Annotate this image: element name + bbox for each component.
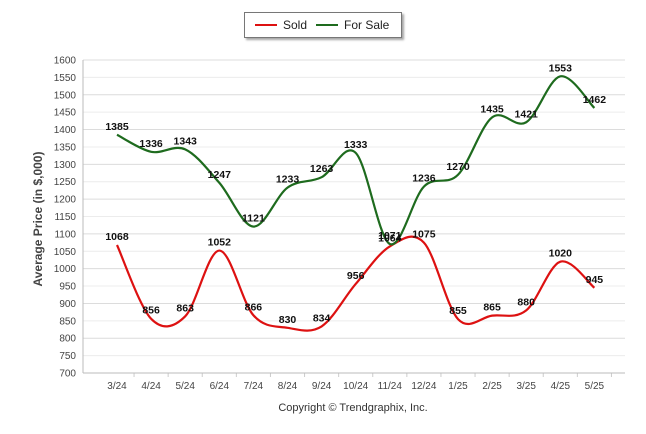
x-tick-label: 8/24 xyxy=(278,381,298,392)
y-tick-label: 1400 xyxy=(54,125,77,136)
data-label-sold: 834 xyxy=(313,312,331,324)
data-label-for-sale: 1462 xyxy=(583,94,607,106)
x-tick-label: 7/24 xyxy=(244,381,264,392)
data-label-for-sale: 1336 xyxy=(139,138,163,150)
data-label-for-sale: 1233 xyxy=(276,174,300,186)
y-tick-label: 1450 xyxy=(54,108,77,119)
y-tick-label: 1300 xyxy=(54,160,77,171)
x-tick-label: 10/24 xyxy=(343,381,368,392)
y-tick-label: 800 xyxy=(59,334,76,345)
x-tick-label: 5/24 xyxy=(175,381,195,392)
data-label-sold: 1068 xyxy=(105,231,129,243)
series-line-sold xyxy=(116,235,596,332)
x-tick-label: 3/24 xyxy=(107,381,127,392)
data-labels: 1068 856 863 1052 866 830 834 956 1064 1075 855 865… xyxy=(105,62,606,325)
legend-item-sold[interactable]: Sold xyxy=(255,18,307,32)
y-tick-label: 1150 xyxy=(54,212,76,223)
data-label-for-sale: 1236 xyxy=(412,173,436,185)
legend-item-for-sale[interactable]: For Sale xyxy=(316,18,389,32)
x-tick-label: 1/25 xyxy=(448,381,468,392)
y-tick-label: 950 xyxy=(59,282,76,293)
data-label-for-sale: 1435 xyxy=(480,103,504,115)
data-label-for-sale: 1333 xyxy=(344,139,368,151)
data-label-for-sale: 1385 xyxy=(105,121,129,133)
x-tick-label: 12/24 xyxy=(411,381,436,392)
grid-lines xyxy=(83,59,625,374)
x-tick-label: 11/24 xyxy=(378,381,403,392)
data-label-for-sale: 1421 xyxy=(515,108,539,120)
data-label-sold: 830 xyxy=(279,314,297,326)
data-label-sold: 865 xyxy=(483,302,501,314)
legend: Sold For Sale xyxy=(244,12,402,38)
x-tick-label: 9/24 xyxy=(312,381,332,392)
data-label-sold: 1052 xyxy=(208,237,232,249)
y-tick-label: 1350 xyxy=(54,142,77,153)
data-label-sold: 1020 xyxy=(549,248,573,260)
series-line-for-sale xyxy=(116,75,596,246)
data-label-for-sale: 1121 xyxy=(242,213,265,225)
legend-swatch-sold xyxy=(255,24,277,26)
data-label-sold: 866 xyxy=(245,301,263,313)
data-label-sold: 855 xyxy=(449,305,467,317)
data-label-sold: 1064 xyxy=(378,232,402,244)
y-axis-title: Average Price (in $,000) xyxy=(31,151,45,287)
data-label-sold: 1075 xyxy=(412,229,436,241)
data-label-for-sale: 1247 xyxy=(208,169,232,181)
data-label-sold: 856 xyxy=(142,305,160,317)
x-tick-label: 3/25 xyxy=(516,381,536,392)
legend-label-for-sale: For Sale xyxy=(344,18,390,32)
x-tick-label: 6/24 xyxy=(210,381,230,392)
legend-swatch-for-sale xyxy=(316,24,338,26)
copyright-text: Copyright © Trendgraphix, Inc. xyxy=(278,402,428,414)
y-tick-label: 1100 xyxy=(54,229,76,240)
data-label-for-sale: 1343 xyxy=(174,135,198,147)
y-tick-label: 900 xyxy=(59,299,76,310)
y-tick-label: 700 xyxy=(59,369,76,380)
x-tick-label: 2/25 xyxy=(482,381,502,392)
axes: 700 750 800 850 900 950 1000 1050 1100 1150 1200 12… xyxy=(54,56,625,392)
y-tick-label: 1050 xyxy=(54,247,77,258)
y-tick-label: 750 xyxy=(59,351,76,362)
y-tick-label: 1250 xyxy=(54,177,77,188)
x-tick-label: 5/25 xyxy=(585,381,605,392)
x-tick-label: 4/25 xyxy=(551,381,571,392)
y-tick-label: 1200 xyxy=(54,195,77,206)
data-label-for-sale: 1270 xyxy=(446,161,470,173)
data-label-sold: 880 xyxy=(517,296,535,308)
legend-label-sold: Sold xyxy=(283,18,308,32)
y-tick-label: 1550 xyxy=(54,73,77,84)
y-tick-label: 1000 xyxy=(54,264,77,275)
data-label-sold: 956 xyxy=(347,270,365,282)
data-label-sold: 863 xyxy=(176,302,194,314)
data-label-for-sale: 1071 xyxy=(378,230,402,242)
x-tick-label: 4/24 xyxy=(141,381,161,392)
y-tick-label: 850 xyxy=(59,316,76,327)
y-tick-label: 1600 xyxy=(54,56,77,67)
series-lines xyxy=(116,75,596,332)
data-label-for-sale: 1553 xyxy=(549,62,573,74)
data-label-sold: 945 xyxy=(586,274,604,286)
y-tick-label: 1500 xyxy=(54,90,77,101)
data-label-for-sale: 1263 xyxy=(310,163,334,175)
